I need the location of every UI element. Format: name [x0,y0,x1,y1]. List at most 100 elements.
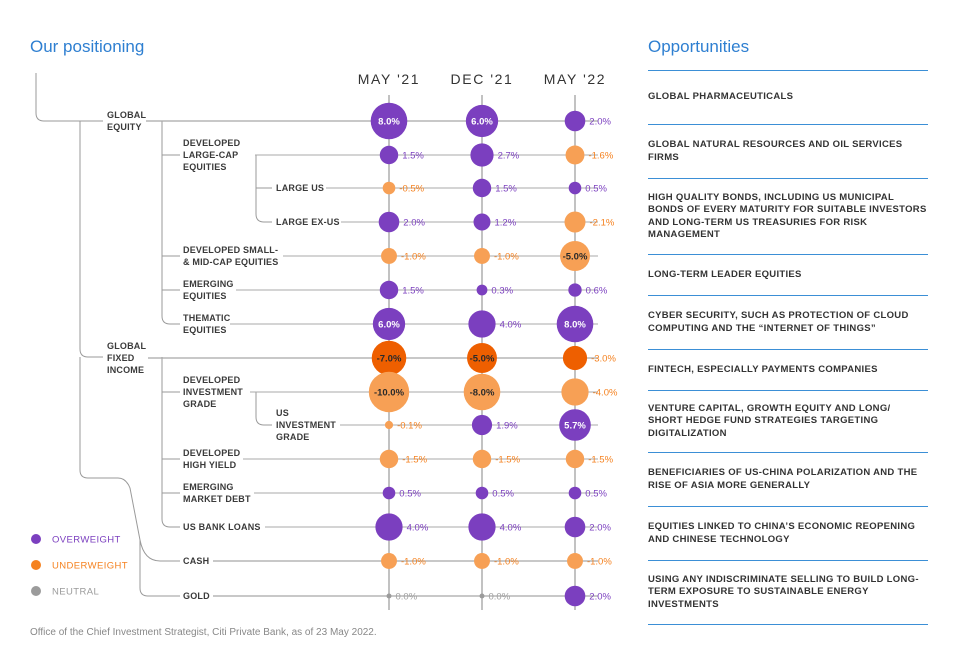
bubble [368,371,410,413]
opportunity-text: LONG-TERM LEADER EQUITIES [648,268,802,280]
bubble-label: 2.0% [403,217,425,228]
bubble [468,310,496,338]
row-label: FIXED [107,353,135,363]
bubble [473,213,491,231]
bubble-label: 1.5% [402,150,424,161]
bubble-label: 5.7% [564,421,586,432]
legend-swatch [31,586,41,596]
bubble-label: 2.7% [498,150,520,161]
column-header: MAY '22 [544,71,606,87]
bubble [379,280,399,300]
bubble [568,181,582,195]
row-label: EQUITIES [183,162,227,172]
bubble [561,378,589,406]
row-label: US [276,408,289,418]
opportunity-text: GLOBAL PHARMACEUTICALS [648,91,794,103]
row-label: DEVELOPED SMALL- [183,245,278,255]
footnote: Office of the Chief Investment Strategis… [30,627,377,638]
bubble-label: -1.6% [588,150,613,161]
bubble-label: -1.0% [494,556,519,567]
bubble-label: 0.3% [491,285,513,296]
opportunities-title: Opportunities [648,37,750,56]
connector-gold [139,540,180,597]
legend-label: OVERWEIGHT [52,535,121,546]
connector-fixed-income-children [161,357,180,528]
bubble-label: 1.9% [496,420,518,431]
bubble [567,553,583,569]
row-label: EQUITIES [183,291,227,301]
bubble [564,211,586,233]
row-label: LARGE-CAP [183,150,238,160]
bubble [372,307,406,341]
bubble [384,420,394,430]
bubble [468,513,496,541]
opportunity-text: CYBER SECURITY, SUCH AS PROTECTION OF CL… [648,310,909,334]
opportunity-item: LONG-TERM LEADER EQUITIES [648,255,928,296]
connector-large-cap-children [255,155,272,223]
bubble-label: -7.0% [377,354,402,365]
row-label: GLOBAL [107,110,146,120]
bubble [382,486,396,500]
bubble [474,553,490,569]
bubble-label: -8.0% [470,388,495,399]
bubble-label: 6.0% [378,320,400,331]
bubble-label: 0.5% [585,488,607,499]
opportunity-item: GLOBAL PHARMACEUTICALS [648,71,928,125]
opportunity-text: GLOBAL NATURAL RESOURCES AND OIL SERVICE… [648,139,903,163]
row-label: THEMATIC [183,313,231,323]
row-label: INVESTMENT [276,420,336,430]
bubble [471,414,493,436]
opportunity-text: EQUITIES LINKED TO CHINA’S ECONOMIC REOP… [648,521,916,545]
bubble-label: -2.1% [590,217,615,228]
bubble [371,340,407,376]
row-label: DEVELOPED [183,138,241,148]
bubble [370,102,408,140]
opportunity-item: BENEFICIARIES OF US-CHINA POLARIZATION A… [648,453,928,507]
row-label: GRADE [276,432,310,442]
connector-cash [79,357,180,562]
bubble [381,553,397,569]
bubble-label: 8.0% [564,320,586,331]
bubble [476,284,488,296]
bubble-label: 2.0% [589,522,611,533]
legend-label: NEUTRAL [52,587,99,598]
bubble-label: -0.1% [397,420,422,431]
bubble [556,305,594,343]
bubble [559,409,591,441]
bubble-label: 0.5% [492,488,514,499]
bubble-label: -10.0% [374,388,405,399]
bubble [568,486,582,500]
connector-equity-children [161,121,180,325]
opportunity-item: FINTECH, ESPECIALLY PAYMENTS COMPANIES [648,350,928,391]
connector-global-equity [35,73,103,122]
legend-label: UNDERWEIGHT [52,561,128,572]
bubble [465,104,499,138]
opportunity-text: USING ANY INDISCRIMINATE SELLING TO BUIL… [648,573,919,610]
row-label: EMERGING [183,482,234,492]
bubble-label: 0.0% [396,591,418,602]
row-label: INVESTMENT [183,387,243,397]
row-label: CASH [183,556,209,566]
bubble [475,486,489,500]
bubble-label: 4.0% [500,522,522,533]
bubble [382,181,396,195]
bubble-label: 0.5% [399,488,421,499]
bubble [467,343,497,373]
row-label: EQUITIES [183,325,227,335]
bubble [375,513,403,541]
bubble-label: -1.0% [587,556,612,567]
row-label: GLOBAL [107,341,146,351]
positioning-bubble-chart: MAY '21 DEC '21 MAY '22 GLOBAL EQUITY 8.0% 6.0… [31,71,618,610]
bubble-label: -5.0% [563,252,588,263]
bubble-label: 6.0% [471,117,493,128]
bubble [565,449,585,469]
bubble [470,143,494,167]
bubble-label: -1.0% [494,251,519,262]
bubble-label: 4.0% [407,522,429,533]
row-label: HIGH YIELD [183,460,237,470]
bubble-label: 4.0% [500,319,522,330]
bubble [564,585,586,607]
bubble [472,178,492,198]
row-label: EQUITY [107,122,142,132]
connector-investment-grade-children [255,392,272,426]
